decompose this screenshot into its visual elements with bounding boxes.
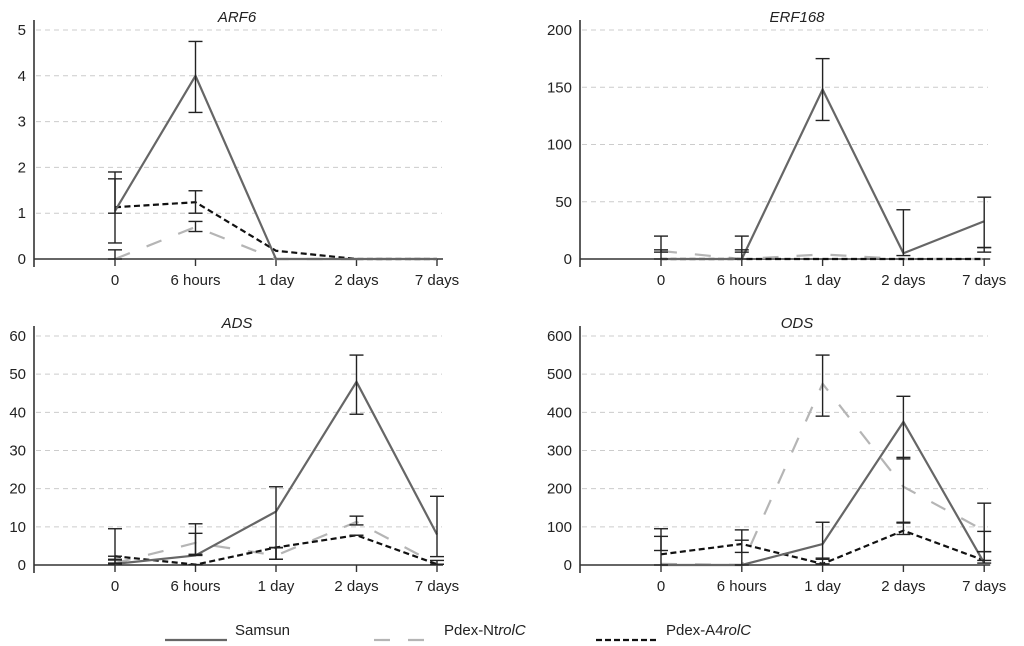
y-tick-label: 5 <box>18 22 26 39</box>
chart-title-arf6: ARF6 <box>217 9 257 26</box>
y-tick-label: 500 <box>547 366 572 383</box>
y-tick-label: 20 <box>9 481 26 498</box>
chart-title-erf168: ERF168 <box>769 9 825 26</box>
legend-label: Samsun <box>235 622 290 639</box>
x-tick-label: 1 day <box>258 578 295 595</box>
x-tick-label: 1 day <box>804 578 841 595</box>
x-tick-label: 1 day <box>804 272 841 289</box>
y-tick-label: 60 <box>9 328 26 345</box>
y-tick-label: 40 <box>9 404 26 421</box>
series-line-pdex-ntrolc <box>115 227 437 259</box>
y-tick-label: 200 <box>547 22 572 39</box>
y-tick-label: 50 <box>9 366 26 383</box>
x-tick-label: 2 days <box>881 272 925 289</box>
legend-swatch-short-dash <box>596 629 658 633</box>
legend-label-italic: rolC <box>724 622 752 639</box>
x-tick-label: 2 days <box>881 578 925 595</box>
y-tick-label: 0 <box>18 557 26 574</box>
legend-label: Pdex-A4 <box>666 622 724 639</box>
y-tick-label: 600 <box>547 328 572 345</box>
x-tick-label: 0 <box>111 578 119 595</box>
y-tick-label: 3 <box>18 114 26 131</box>
y-tick-label: 0 <box>564 557 572 574</box>
x-tick-label: 6 hours <box>717 272 767 289</box>
x-tick-label: 7 days <box>962 578 1006 595</box>
x-tick-label: 2 days <box>334 578 378 595</box>
x-tick-label: 7 days <box>415 272 459 289</box>
series-line-pdex-ntrolc <box>661 251 984 259</box>
chart-title-ads: ADS <box>221 315 253 332</box>
x-tick-label: 7 days <box>415 578 459 595</box>
y-tick-label: 0 <box>564 251 572 268</box>
y-tick-label: 10 <box>9 519 26 536</box>
x-tick-label: 0 <box>111 272 119 289</box>
y-tick-label: 30 <box>9 443 26 460</box>
y-tick-label: 200 <box>547 481 572 498</box>
y-tick-label: 300 <box>547 443 572 460</box>
legend-item-samsun: Samsun <box>165 622 290 639</box>
y-tick-label: 1 <box>18 205 26 222</box>
legend-label-italic: rolC <box>498 622 526 639</box>
y-tick-label: 2 <box>18 159 26 176</box>
y-tick-label: 150 <box>547 79 572 96</box>
x-tick-label: 6 hours <box>170 578 220 595</box>
x-tick-label: 0 <box>657 578 665 595</box>
legend-swatch-long-dash <box>374 629 436 633</box>
y-tick-label: 400 <box>547 404 572 421</box>
x-tick-label: 1 day <box>258 272 295 289</box>
y-tick-label: 100 <box>547 519 572 536</box>
x-tick-label: 0 <box>657 272 665 289</box>
x-tick-label: 6 hours <box>170 272 220 289</box>
y-tick-label: 50 <box>555 194 572 211</box>
legend-swatch-solid <box>165 629 227 633</box>
y-tick-label: 100 <box>547 137 572 154</box>
y-tick-label: 0 <box>18 251 26 268</box>
x-tick-label: 6 hours <box>717 578 767 595</box>
y-tick-label: 4 <box>18 68 26 85</box>
x-tick-label: 2 days <box>334 272 378 289</box>
x-tick-label: 7 days <box>962 272 1006 289</box>
chart-title-ods: ODS <box>781 315 814 332</box>
legend-label: Pdex-Nt <box>444 622 498 639</box>
series-line-pdex-a4rolc <box>115 202 437 259</box>
